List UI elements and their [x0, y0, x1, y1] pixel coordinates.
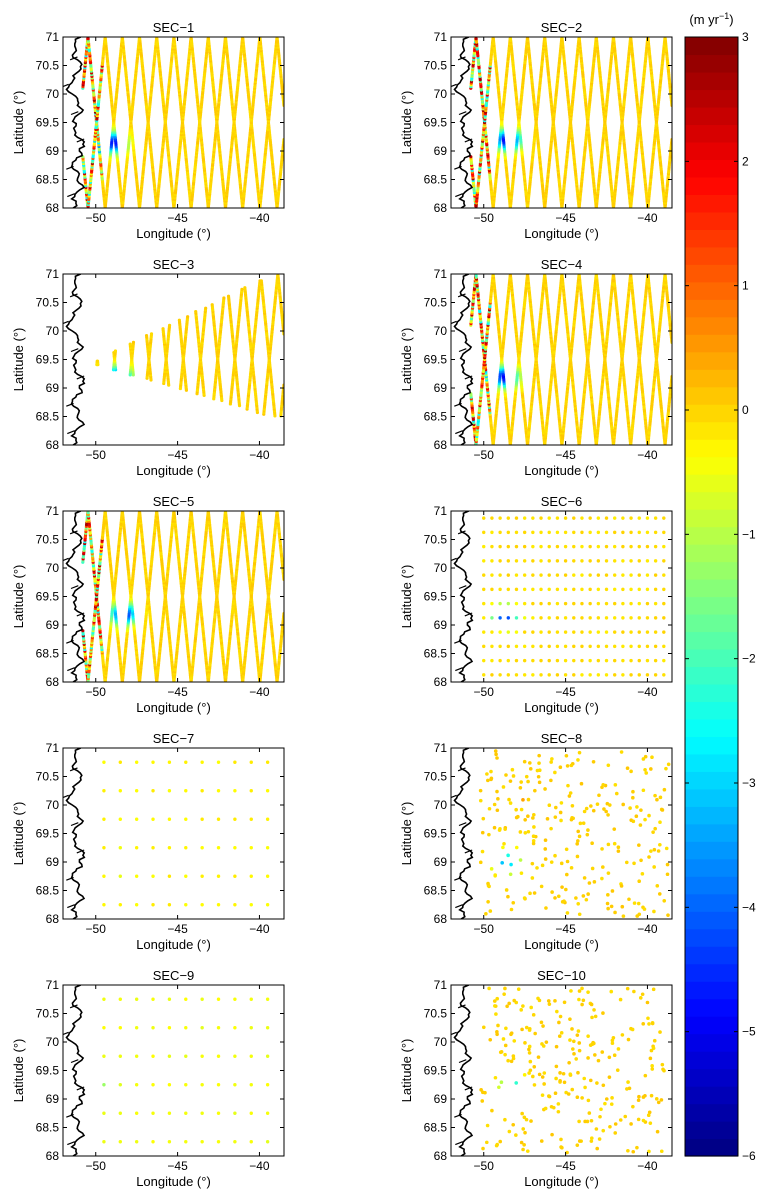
y-tick-label: 68.5: [424, 173, 448, 187]
data-point: [612, 37, 616, 41]
data-point: [149, 332, 154, 336]
data-point: [95, 359, 99, 363]
coastline: [66, 165, 74, 170]
y-tick-label: 68.5: [36, 173, 60, 187]
y-tick-label: 68: [46, 201, 60, 215]
data-point: [629, 37, 633, 41]
data-point: [167, 323, 172, 327]
data-point: [646, 37, 650, 41]
panel-title: SEC−2: [541, 20, 583, 35]
y-tick-label: 70.5: [36, 59, 60, 73]
data-point: [594, 37, 599, 41]
data-point: [560, 37, 564, 41]
plot-area: [63, 37, 284, 208]
data-point: [172, 37, 176, 41]
coastline: [63, 83, 69, 88]
data-point: [131, 340, 136, 344]
data-point: [120, 37, 125, 41]
data-point: [161, 327, 165, 331]
y-tick-label: 70.5: [424, 59, 448, 73]
y-tick-label: 69.5: [36, 116, 60, 130]
y-axis-label: Latitude (°): [399, 91, 414, 155]
y-tick-label: 70: [46, 87, 60, 101]
data-point: [491, 37, 495, 41]
panel-sec-3: −50 −45 −406868.56969.57070.571SEC−3Longit…: [11, 257, 285, 478]
plot-area: [451, 37, 672, 208]
x-tick-label: −50: [86, 211, 107, 225]
y-tick-label: 71: [46, 30, 60, 44]
data-point: [138, 37, 142, 41]
data-points: [81, 37, 284, 208]
x-axis-label: Longitude (°): [524, 226, 599, 241]
data-point: [663, 37, 667, 41]
data-points: [469, 37, 672, 208]
data-point: [508, 37, 513, 41]
x-tick-label: −40: [249, 211, 270, 225]
x-tick-label: −40: [637, 211, 658, 225]
x-tick-label: −45: [555, 211, 576, 225]
data-point: [113, 349, 118, 353]
y-axis-label: Latitude (°): [11, 91, 26, 155]
x-tick-label: −50: [474, 211, 495, 225]
data-point: [526, 37, 530, 41]
data-point: [258, 37, 262, 41]
data-point: [543, 37, 547, 41]
panel-sec-2: −50 −45 −40 68 68.5 69 69.5 70 70.5 71 SEC−2 Longit…: [399, 20, 673, 241]
coastline: [69, 56, 78, 61]
coastline: [67, 193, 75, 198]
y-tick-label: 70: [434, 87, 448, 101]
data-point: [155, 37, 159, 41]
data-point: [144, 333, 149, 338]
data-point: [206, 37, 211, 41]
x-tick-label: −45: [167, 211, 188, 225]
data-point: [275, 37, 279, 41]
panel-title: SEC−1: [153, 20, 195, 35]
data-point: [103, 37, 107, 41]
y-tick-label: 69: [46, 144, 60, 158]
coastline: [65, 37, 86, 208]
y-tick-label: 69: [434, 144, 448, 158]
data-point: [241, 37, 245, 41]
y-tick-label: 68: [434, 201, 448, 215]
y-tick-label: 69.5: [424, 116, 448, 130]
y-tick-label: 71: [434, 30, 448, 44]
data-point: [189, 37, 193, 41]
data-point: [128, 342, 132, 346]
x-axis-label: Longitude (°): [136, 226, 211, 241]
panels: −50 −45 −40 68 68.5 69 69.5 70 70.5 71 SEC−1 Longit…: [11, 20, 673, 1189]
data-point: [86, 37, 90, 41]
data-point: [577, 37, 581, 41]
panel-sec-1: −50 −45 −40 68 68.5 69 69.5 70 70.5 71 SEC−1 Longit…: [11, 20, 285, 241]
coastline: [70, 111, 79, 116]
data-point: [224, 37, 228, 41]
coastline: [76, 138, 85, 143]
data-point: [474, 37, 478, 41]
